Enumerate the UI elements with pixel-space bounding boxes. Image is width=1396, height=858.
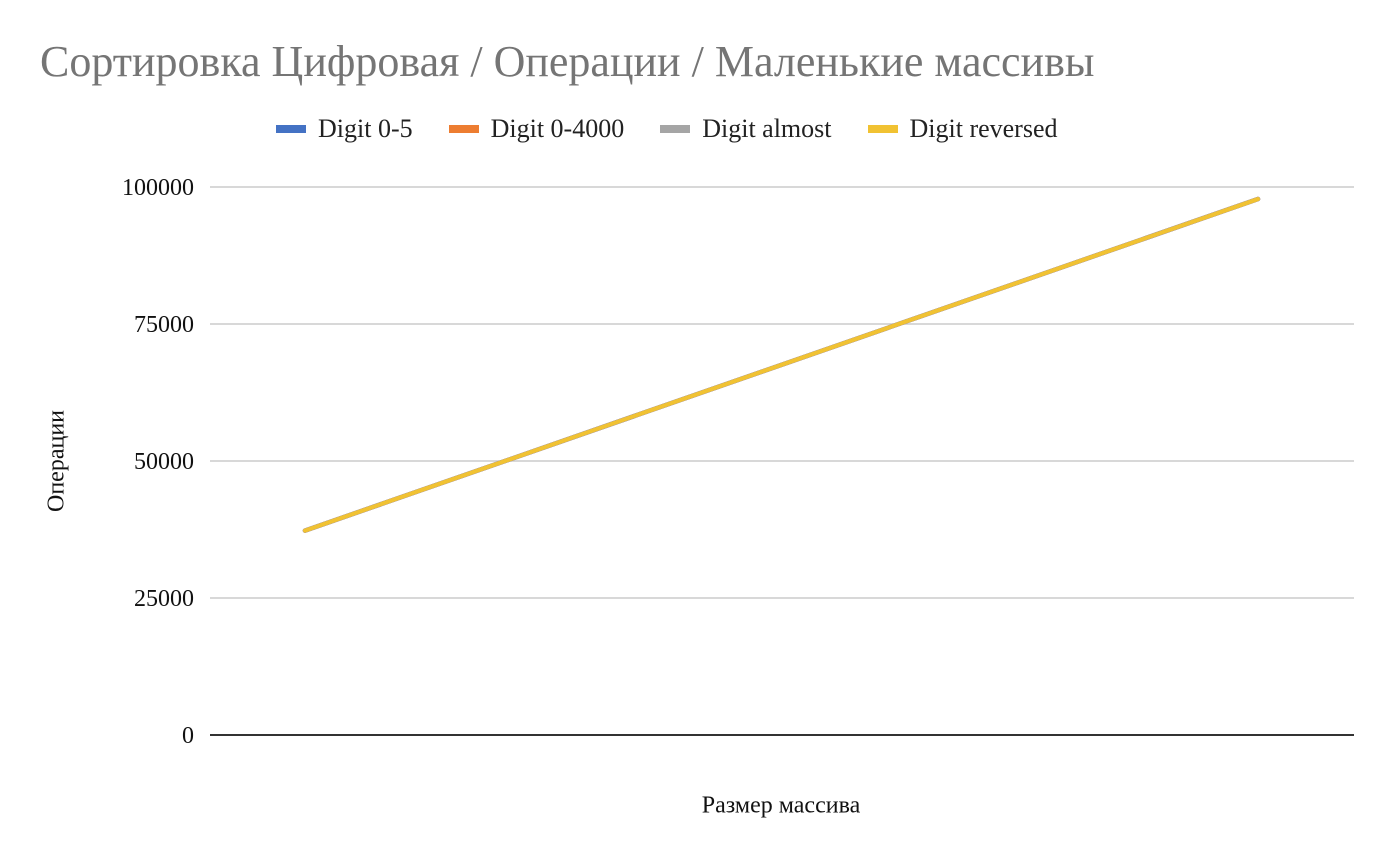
legend-label-digit-reversed: Digit reversed bbox=[909, 114, 1058, 143]
legend-swatch-digit-0-4000 bbox=[448, 125, 479, 133]
y-tick-label: 75000 bbox=[134, 312, 194, 338]
y-tick-label: 50000 bbox=[134, 449, 194, 475]
legend-swatch-digit-reversed bbox=[867, 125, 898, 133]
legend: Digit 0-5 Digit 0-4000 Digit almost Digi… bbox=[276, 114, 1058, 144]
legend-swatch-digit-almost bbox=[660, 125, 691, 133]
y-tick-label: 100000 bbox=[122, 175, 194, 201]
chart-title: Сортировка Цифровая / Операции / Маленьк… bbox=[40, 37, 1095, 86]
legend-label-digit-almost: Digit almost bbox=[702, 114, 832, 143]
legend-item-digit-0-5: Digit 0-5 bbox=[276, 114, 413, 144]
y-axis-title: Операции bbox=[43, 409, 70, 513]
legend-item-digit-reversed: Digit reversed bbox=[867, 114, 1058, 144]
x-axis-title: Размер массива bbox=[701, 792, 861, 819]
series-line-digit-reversed bbox=[303, 197, 1260, 533]
legend-label-digit-0-5: Digit 0-5 bbox=[318, 114, 413, 143]
legend-item-digit-almost: Digit almost bbox=[660, 114, 832, 144]
legend-item-digit-0-4000: Digit 0-4000 bbox=[448, 114, 625, 144]
legend-swatch-digit-0-5 bbox=[276, 125, 306, 133]
legend-label-digit-0-4000: Digit 0-4000 bbox=[490, 114, 625, 143]
y-tick-label: 25000 bbox=[134, 586, 194, 612]
y-tick-label: 0 bbox=[182, 723, 194, 749]
